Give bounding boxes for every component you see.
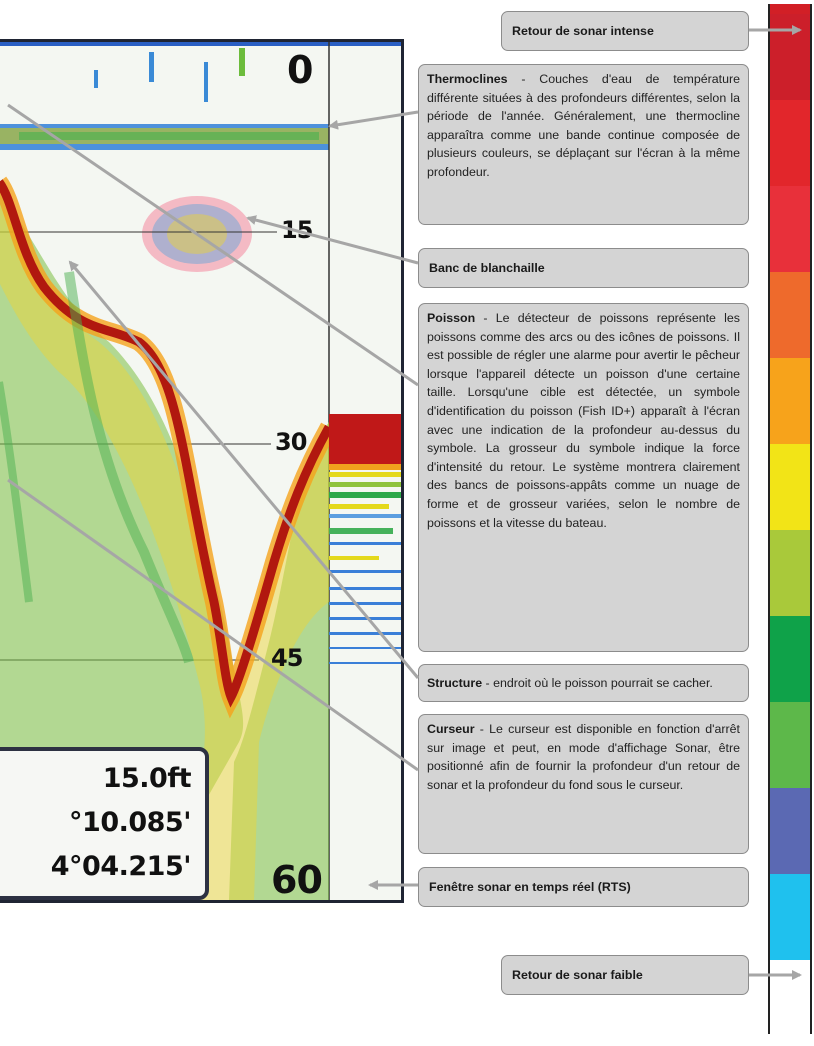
callout-cursor-text: - Le curseur est disponible en fonction … — [427, 722, 740, 792]
callout-thermoclines: Thermoclines - Couches d'eau de températ… — [418, 64, 749, 225]
scale-segment — [770, 702, 810, 788]
depth-label-15: 15 — [281, 216, 313, 244]
sonar-display: 0 15 30 45 60 15.0ft °10.085' 4°04.215' — [0, 39, 404, 903]
depth-label-60: 60 — [271, 858, 323, 902]
callout-fish-term: Poisson — [427, 311, 476, 325]
callout-structure: Structure - endroit où le poisson pourra… — [418, 664, 749, 702]
callout-cursor-term: Curseur — [427, 722, 475, 736]
callout-fish-text: - Le détecteur de poissons représente le… — [427, 311, 740, 530]
scale-segment — [770, 530, 810, 616]
cursor-readout-box: 15.0ft °10.085' 4°04.215' — [0, 747, 209, 900]
scale-segment — [770, 14, 810, 100]
readout-depth: 15.0ft — [102, 763, 192, 794]
scale-segment — [770, 100, 810, 186]
depth-label-0: 0 — [287, 48, 313, 92]
callout-structure-text: - endroit où le poisson pourrait se cach… — [482, 675, 713, 690]
scale-segment — [770, 4, 810, 14]
callout-weak-return: Retour de sonar faible — [501, 955, 749, 995]
scale-segment — [770, 874, 810, 960]
readout-longitude: 4°04.215' — [50, 851, 192, 882]
callout-rts-window: Fenêtre sonar en temps réel (RTS) — [418, 867, 749, 907]
depth-label-30: 30 — [275, 428, 307, 456]
rts-bars — [329, 414, 401, 664]
callout-cursor: Curseur - Le curseur est disponible en f… — [418, 714, 749, 854]
scale-segment — [770, 444, 810, 530]
callout-thermoclines-term: Thermoclines — [427, 72, 508, 86]
callout-intense-return: Retour de sonar intense — [501, 11, 749, 51]
callout-thermoclines-text: - Couches d'eau de température différent… — [427, 72, 740, 179]
scale-segment — [770, 186, 810, 272]
scale-segment — [770, 788, 810, 874]
readout-latitude: °10.085' — [69, 807, 191, 838]
scale-segment — [770, 358, 810, 444]
scale-segment — [770, 960, 810, 1046]
depth-label-45: 45 — [271, 644, 303, 672]
callout-structure-term: Structure — [427, 675, 483, 690]
intensity-color-scale — [768, 4, 812, 1046]
scale-segment — [770, 272, 810, 358]
scale-segment — [770, 616, 810, 702]
callout-bait-ball: Banc de blanchaille — [418, 248, 749, 288]
callout-fish: Poisson - Le détecteur de poissons repré… — [418, 303, 749, 652]
